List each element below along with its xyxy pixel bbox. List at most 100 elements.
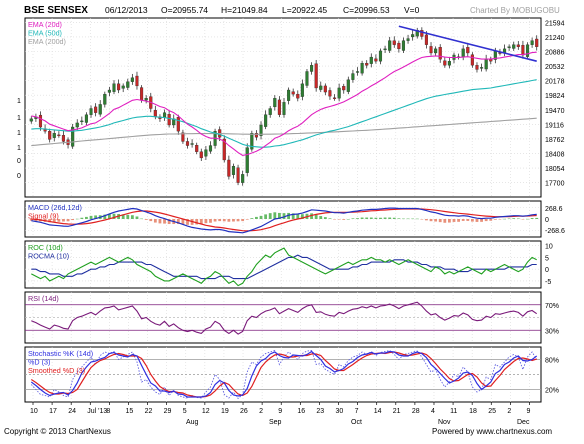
candle-body [516, 44, 520, 47]
candle-body [378, 50, 383, 62]
macd-histogram-bar [209, 219, 212, 223]
candle-body [140, 87, 144, 101]
candle-body [360, 63, 364, 74]
watermark: Charted By MOBUGOBU [470, 6, 560, 15]
macd-histogram-bar [222, 219, 226, 222]
macd-histogram-bar [429, 219, 433, 222]
left-axis-tick-label: 1 [17, 98, 21, 105]
candle-body [195, 145, 199, 152]
macd-histogram-bar [402, 218, 405, 220]
candle-body [369, 56, 373, 64]
candle-body [38, 114, 43, 128]
candle-body [135, 75, 139, 87]
macd-histogram-bar [94, 215, 98, 219]
x-axis-tick-label: 19 [221, 408, 229, 415]
candle-body [355, 71, 360, 73]
macd-histogram-bar [144, 219, 148, 220]
macd-histogram-bar [130, 215, 134, 219]
candle-body [424, 34, 428, 45]
macd-histogram-bar [493, 219, 497, 220]
macd-histogram-bar [346, 219, 350, 220]
macd-histogram-bar [153, 219, 157, 223]
candle-body [208, 145, 213, 152]
macd-histogram-bar [287, 212, 290, 219]
candle-body [71, 126, 75, 147]
macd-histogram-bar [351, 218, 355, 219]
macd-tick-label: 268.6 [545, 206, 563, 213]
candle-body [236, 167, 240, 183]
candle-body [204, 149, 208, 157]
macd-histogram-bar [379, 217, 382, 219]
x-axis-tick-label: Jul '13 [87, 408, 107, 415]
price-tick-label: 18762 [545, 137, 565, 144]
macd-histogram-bar [259, 215, 263, 219]
macd-histogram-bar [232, 219, 235, 222]
candle-body [401, 40, 406, 51]
macd-histogram-bar [121, 214, 125, 219]
macd-histogram-bar [535, 217, 539, 219]
x-axis-tick-label: 15 [125, 408, 133, 415]
price-tick-label: 20886 [545, 49, 565, 56]
legend-entry: EMA (200d) [28, 37, 66, 46]
macd-histogram-bar [526, 218, 529, 220]
x-axis-tick-label: 24 [68, 408, 76, 415]
legend-entry: RSI (14d) [28, 294, 59, 303]
macd-tick-label: 0 [545, 217, 549, 224]
candle-body [530, 40, 534, 45]
x-axis-tick-label: 25 [488, 408, 496, 415]
x-axis-month-label: Dec [517, 419, 530, 426]
x-axis-month-label: Aug [186, 419, 199, 426]
candle-body [126, 81, 130, 88]
close-label: C=20996.53 [343, 5, 390, 15]
price-tick-label: 19470 [545, 108, 565, 115]
macd-histogram-bar [365, 217, 369, 219]
candle-body [512, 44, 516, 49]
roc-tick-label: 10 [545, 244, 553, 251]
legend-entry: EMA (20d) [28, 20, 62, 29]
candle-body [406, 38, 410, 41]
x-axis-tick-label: 16 [297, 408, 305, 415]
macd-histogram-bar [48, 219, 52, 223]
macd-histogram-bar [342, 219, 346, 220]
macd-histogram-bar [516, 218, 520, 219]
candle-body [296, 93, 300, 99]
macd-histogram-bar [438, 219, 442, 223]
macd-histogram-bar [452, 219, 456, 222]
macd-histogram-bar [443, 219, 447, 223]
price-tick-label: 19824 [545, 93, 565, 100]
x-axis-tick-label: 26 [240, 408, 248, 415]
macd-histogram-bar [218, 219, 222, 222]
candle-body [328, 90, 332, 97]
candle-body [484, 58, 488, 70]
stochastic-tick-label: 20% [545, 388, 559, 395]
macd-histogram-bar [448, 219, 451, 223]
candle-body [332, 97, 337, 99]
macd-histogram-bar [112, 213, 116, 219]
candle-body [222, 138, 226, 161]
candle-body [57, 134, 61, 137]
candle-body [117, 83, 121, 91]
macd-histogram-bar [333, 219, 336, 220]
macd-histogram-bar [236, 219, 240, 222]
left-axis-tick-label: 1 [17, 130, 21, 137]
candle-body [480, 67, 484, 69]
candle-body [282, 102, 286, 115]
macd-histogram-bar [282, 213, 286, 219]
candle-body [29, 118, 33, 122]
macd-histogram-bar [80, 217, 84, 219]
x-axis-tick-label: 9 [278, 408, 282, 415]
macd-histogram-bar [484, 219, 488, 222]
legend-entry: Smoothed %D (3) [28, 366, 85, 375]
legend-entry: EMA (50d) [28, 29, 62, 38]
legend-entry: Signal (9) [28, 212, 59, 221]
macd-histogram-bar [291, 213, 295, 219]
x-axis-tick-label: 4 [431, 408, 435, 415]
price-tick-label: 19116 [545, 122, 564, 129]
macd-histogram-bar [89, 215, 93, 219]
macd-histogram-bar [163, 219, 166, 224]
macd-histogram-bar [397, 218, 401, 219]
smoothed-d-line [30, 351, 537, 398]
candle-body [291, 91, 295, 95]
macd-histogram-bar [135, 216, 139, 219]
date-label: 06/12/2013 [105, 5, 148, 15]
